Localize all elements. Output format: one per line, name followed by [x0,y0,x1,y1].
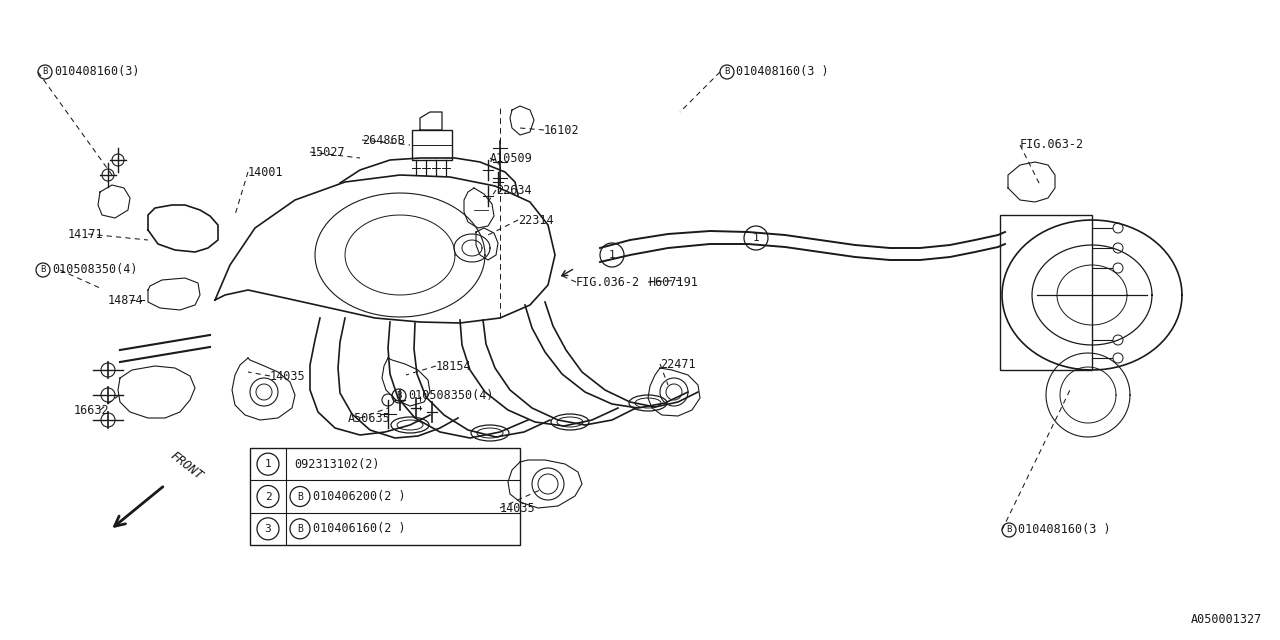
Text: 15027: 15027 [310,145,346,159]
Text: B: B [1006,525,1011,534]
Text: 010508350(4): 010508350(4) [52,264,137,276]
Text: 010406160(2 ): 010406160(2 ) [314,522,406,535]
Text: 092313102(2): 092313102(2) [294,458,379,470]
Text: 16632: 16632 [74,403,110,417]
Text: 010508350(4): 010508350(4) [408,390,494,403]
Text: 14035: 14035 [500,502,535,515]
Text: 010408160(3): 010408160(3) [54,65,140,79]
Bar [412,130,452,160]
Text: A50635: A50635 [348,412,390,424]
Text: 010408160(3 ): 010408160(3 ) [736,65,828,79]
Text: 18154: 18154 [436,360,471,372]
Text: 14001: 14001 [248,166,284,179]
Text: 1: 1 [753,233,759,243]
Text: 26486B: 26486B [362,134,404,147]
Text: 2: 2 [265,492,271,502]
Text: 1: 1 [265,459,271,469]
Text: 14035: 14035 [270,369,306,383]
Text: A10509: A10509 [490,152,532,164]
Text: B: B [297,524,303,534]
Text: B: B [297,492,303,502]
Text: 010406200(2 ): 010406200(2 ) [314,490,406,503]
Text: B: B [724,67,730,77]
Text: 22634: 22634 [497,184,531,196]
Text: 14874: 14874 [108,294,143,307]
Bar [1000,215,1092,370]
Text: H607191: H607191 [648,275,698,289]
Text: FRONT: FRONT [168,449,206,482]
Text: B: B [42,67,47,77]
Text: 3: 3 [265,524,271,534]
Text: 22314: 22314 [518,214,554,227]
Text: 010408160(3 ): 010408160(3 ) [1018,524,1111,536]
Text: 16102: 16102 [544,124,580,136]
Text: FIG.063-2: FIG.063-2 [1020,138,1084,152]
Text: 1: 1 [608,250,616,260]
Text: 22471: 22471 [660,358,695,371]
Text: B: B [40,266,46,275]
Text: B: B [397,392,402,401]
Text: A050001327: A050001327 [1190,613,1262,626]
Text: 14171: 14171 [68,227,104,241]
Bar [250,448,520,545]
Text: FIG.036-2: FIG.036-2 [576,275,640,289]
